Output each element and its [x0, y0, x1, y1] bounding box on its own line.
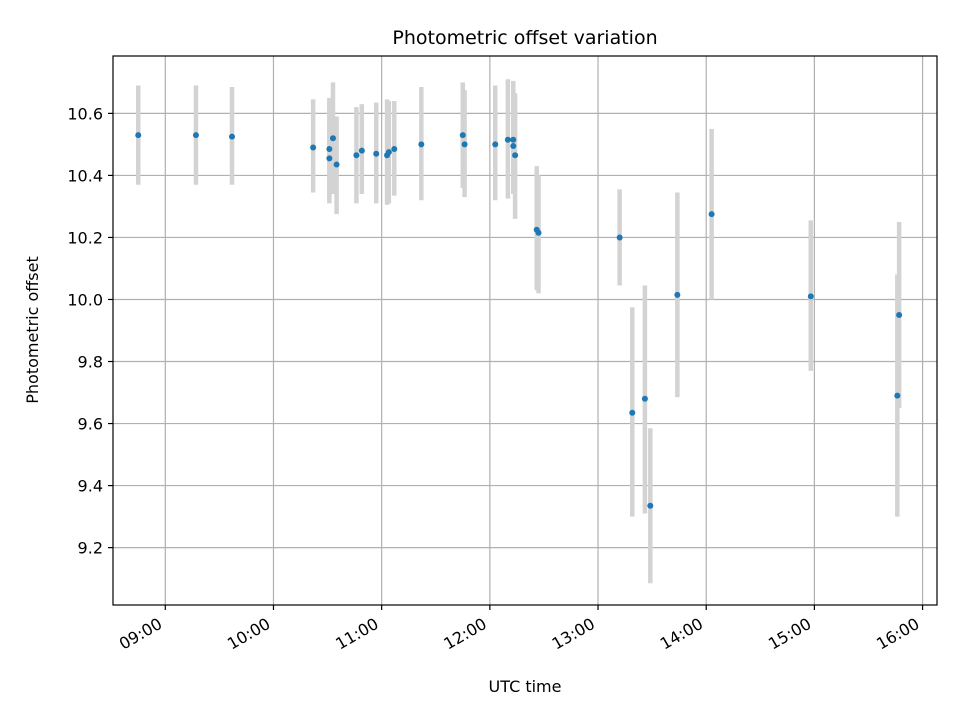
- data-point: [708, 211, 715, 218]
- grid: [113, 56, 937, 605]
- data-point: [894, 392, 901, 399]
- y-tick-label: 9.2: [78, 539, 103, 558]
- data-point: [135, 132, 142, 139]
- y-tick-label: 9.4: [78, 477, 103, 496]
- y-tick-label: 9.6: [78, 415, 103, 434]
- y-tick-label: 10.6: [67, 104, 103, 123]
- data-point: [459, 132, 466, 139]
- y-axis-ticks: 9.2 9.4 9.6 9.8 10.0 10.2 10.4 10.6: [67, 104, 113, 558]
- y-tick-label: 10.4: [67, 166, 103, 185]
- data-point: [510, 142, 517, 149]
- data-point: [492, 141, 499, 148]
- data-point: [385, 149, 392, 156]
- data-point: [535, 229, 542, 236]
- data-point: [896, 311, 903, 318]
- data-point: [674, 291, 681, 298]
- data-point: [647, 502, 654, 509]
- data-point: [353, 152, 360, 159]
- data-point: [616, 234, 623, 241]
- y-tick-label: 9.8: [78, 353, 103, 372]
- data-point: [358, 147, 365, 154]
- data-points: [135, 132, 903, 509]
- y-axis-label: Photometric offset: [23, 256, 42, 404]
- data-point: [512, 152, 519, 159]
- data-point: [326, 146, 333, 153]
- y-tick-label: 10.2: [67, 228, 103, 247]
- data-point: [333, 161, 340, 168]
- data-point: [229, 133, 236, 140]
- chart-title: Photometric offset variation: [392, 27, 657, 49]
- data-point: [629, 409, 636, 416]
- data-point: [310, 144, 317, 151]
- data-point: [391, 146, 398, 153]
- data-point: [461, 141, 468, 148]
- data-point: [641, 395, 648, 402]
- data-point: [329, 135, 336, 142]
- data-point: [418, 141, 425, 148]
- y-tick-label: 10.0: [67, 290, 103, 309]
- data-point: [510, 136, 517, 143]
- data-point: [807, 293, 814, 300]
- data-point: [373, 150, 380, 157]
- data-point: [192, 132, 199, 139]
- plot-frame: [112, 55, 938, 606]
- x-axis-label: UTC time: [489, 677, 562, 696]
- data-point: [326, 155, 333, 162]
- data-point: [504, 136, 511, 143]
